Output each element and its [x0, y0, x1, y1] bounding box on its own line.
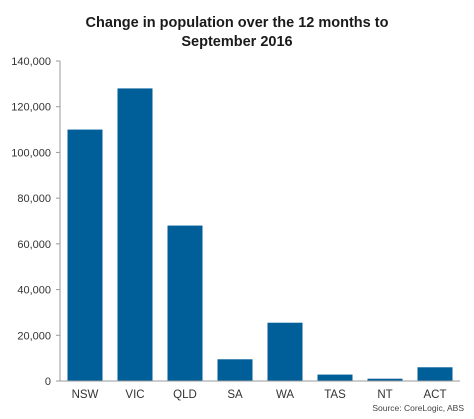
y-tick-label: 80,000: [17, 193, 51, 205]
x-category-label: TAS: [324, 389, 346, 401]
chart-title-line-2: September 2016: [181, 34, 293, 50]
bar-nsw: [67, 129, 103, 381]
x-category-label: NT: [377, 389, 392, 401]
y-tick-label: 20,000: [17, 330, 51, 342]
bar-act: [417, 367, 453, 381]
y-tick-label: 40,000: [17, 285, 51, 297]
x-category-label: NSW: [72, 389, 99, 401]
bar-tas: [317, 374, 353, 381]
bar-nt: [367, 378, 403, 381]
x-category-label: QLD: [173, 389, 197, 401]
x-category-label: WA: [276, 389, 294, 401]
bar-qld: [167, 225, 203, 381]
chart-title-line-1: Change in population over the 12 months …: [85, 15, 389, 31]
bar-vic: [117, 88, 153, 381]
x-axis: NSW VIC QLD SA WA TAS NT ACT: [60, 380, 460, 401]
bar-sa: [217, 359, 253, 381]
x-category-label: VIC: [125, 389, 144, 401]
y-tick-label: 140,000: [11, 56, 51, 68]
x-category-label: ACT: [424, 389, 447, 401]
bar-wa: [267, 322, 303, 381]
y-tick-label: 100,000: [11, 147, 51, 159]
x-category-label: SA: [227, 389, 243, 401]
bars: [67, 88, 453, 381]
y-axis: 0 20,000 40,000 60,000 80,000 100,000 120,000 1…: [11, 56, 61, 388]
y-tick-label: 0: [45, 376, 51, 388]
y-tick-label: 120,000: [11, 102, 51, 114]
chart-title: Change in population over the 12 months …: [0, 14, 474, 52]
source-note: Source: CoreLogic, ABS: [372, 403, 464, 413]
y-tick-label: 60,000: [17, 239, 51, 251]
